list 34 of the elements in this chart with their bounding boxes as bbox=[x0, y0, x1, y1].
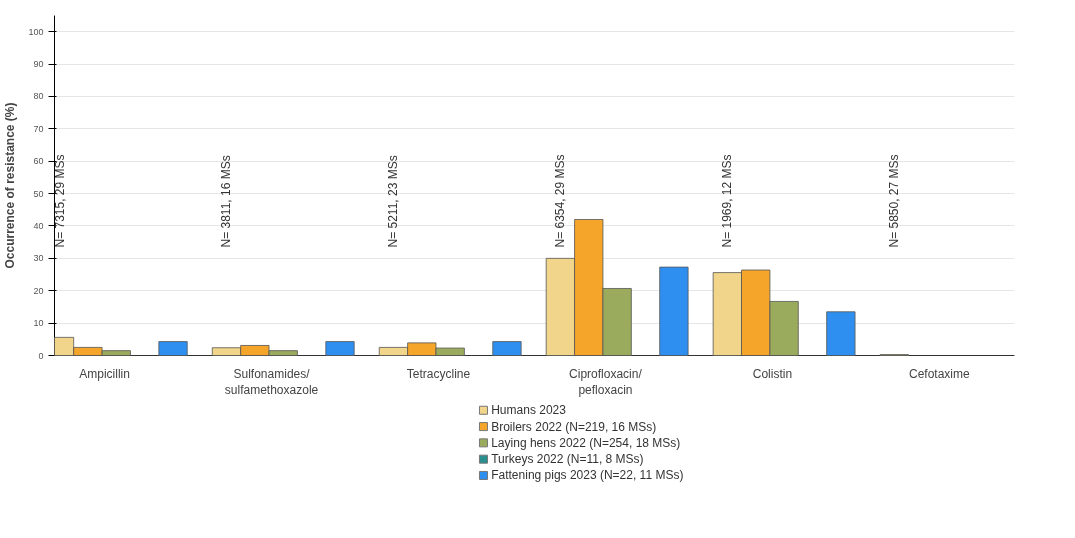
bar bbox=[659, 266, 689, 356]
annotation: N= 7315, 29 MSs bbox=[52, 154, 67, 248]
legend-label: Broilers 2022 (N=219, 16 MSs) bbox=[491, 419, 657, 434]
y-tick-label: 30 bbox=[33, 253, 44, 264]
x-tick-label: Tetracycline bbox=[406, 366, 471, 381]
bar bbox=[325, 341, 355, 356]
annotation: N= 6354, 29 MSs bbox=[553, 154, 568, 248]
y-tick-label: 50 bbox=[33, 188, 44, 199]
legend-label: Laying hens 2022 (N=254, 18 MSs) bbox=[491, 435, 681, 450]
bar bbox=[158, 341, 188, 356]
x-tick-label: Ampicillin bbox=[79, 366, 130, 381]
y-tick-label: 20 bbox=[33, 285, 44, 296]
y-tick-label: 60 bbox=[33, 156, 44, 167]
bar bbox=[492, 341, 522, 356]
y-tick-label: 100 bbox=[28, 26, 44, 37]
x-tick-label: Cefotaxime bbox=[909, 366, 971, 381]
x-tick-label: Colistin bbox=[752, 366, 793, 381]
y-tick-label: 80 bbox=[33, 91, 44, 102]
annotation: N= 5850, 27 MSs bbox=[887, 154, 902, 248]
annotation: N= 1969, 12 MSs bbox=[720, 154, 735, 248]
annotation: N= 3811, 16 MSs bbox=[219, 155, 234, 248]
x-tick-label: Ciprofloxacin/ pefloxacin bbox=[569, 366, 643, 398]
x-tick-label: Sulfonamides/ sulfamethoxazole bbox=[224, 366, 319, 398]
y-tick-label: 0 bbox=[38, 350, 44, 361]
y-tick-label: 90 bbox=[33, 59, 44, 70]
y-tick-label: 10 bbox=[33, 318, 44, 329]
annotation: N= 5211, 23 MSs bbox=[386, 155, 401, 248]
y-tick-label: 70 bbox=[33, 123, 44, 134]
y-axis-title: Occurrence of resistance (%) bbox=[3, 102, 18, 269]
bar bbox=[826, 311, 856, 356]
y-tick-label: 40 bbox=[33, 220, 44, 231]
legend-label: Turkeys 2022 (N=11, 8 MSs) bbox=[491, 452, 644, 467]
legend-label: Fattening pigs 2023 (N=22, 11 MSs) bbox=[491, 468, 684, 483]
legend-label: Humans 2023 bbox=[491, 403, 567, 418]
